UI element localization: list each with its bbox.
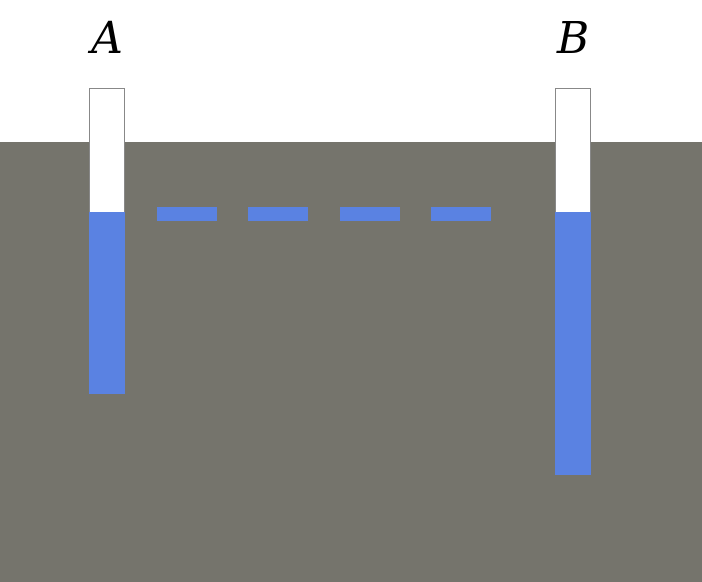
- water-table-dash: [340, 207, 400, 221]
- well-b-label: B: [556, 13, 590, 64]
- water-table-dash: [431, 207, 491, 221]
- well-b-tube-empty: [555, 88, 591, 212]
- well-a-tube-empty: [89, 88, 125, 212]
- well-a-water-column: [89, 212, 125, 394]
- well-b-water-column: [555, 212, 591, 475]
- water-table-dash: [157, 207, 217, 221]
- well-a-label: A: [91, 13, 123, 64]
- water-table-dash: [248, 207, 308, 221]
